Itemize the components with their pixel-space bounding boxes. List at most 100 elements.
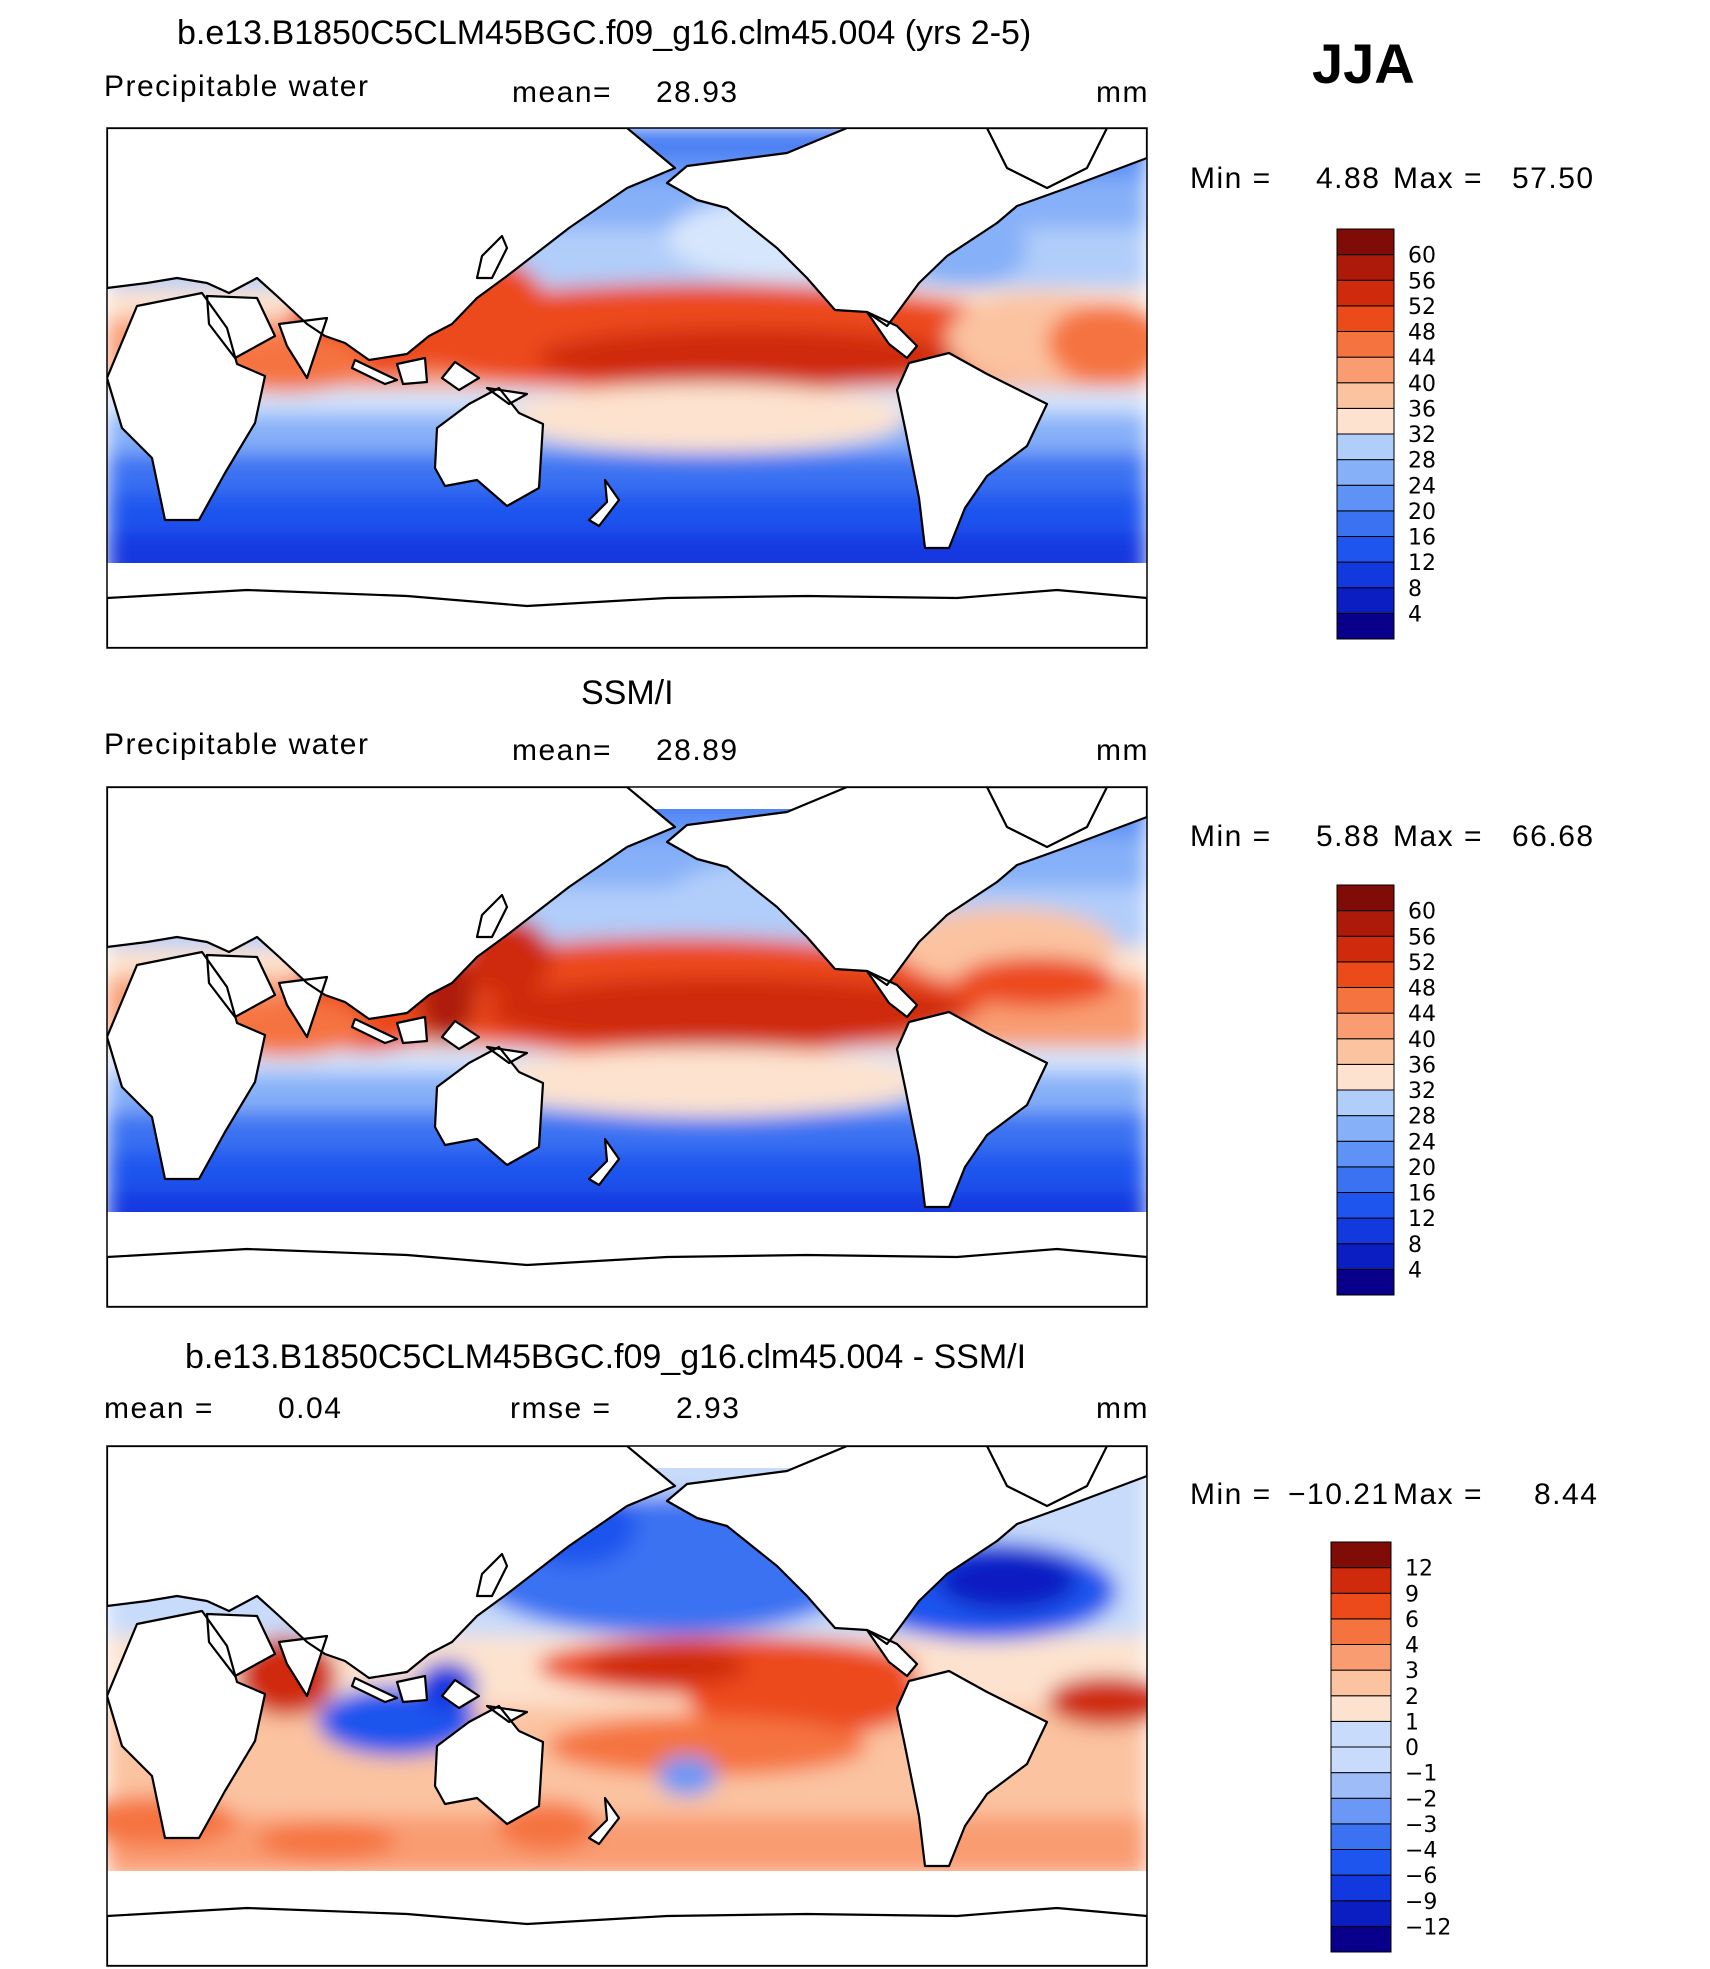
panel1-variable-label: Precipitable water	[104, 70, 370, 103]
colorbar-1-tick-label: 48	[1408, 321, 1436, 346]
colorbar-3-tick-label: 4	[1405, 1634, 1419, 1659]
colorbar-1-tick-label: 36	[1408, 397, 1436, 422]
colorbar-2-box	[1336, 1140, 1395, 1168]
colorbar-1-box	[1336, 587, 1395, 614]
panel2-max-label: Max =	[1393, 820, 1484, 853]
field-layer-3	[107, 1446, 1147, 1966]
colorbar-3-tick-label: 12	[1405, 1557, 1433, 1582]
panel1-mean-label: mean=	[512, 76, 613, 109]
colorbar-3-box	[1330, 1874, 1392, 1902]
colorbar-2-tick-label: 28	[1408, 1105, 1436, 1130]
colorbar-3-box	[1330, 1592, 1392, 1620]
colorbar-2-box	[1336, 1038, 1395, 1065]
map-frame-3	[106, 1445, 1148, 1967]
colorbar-3-tick-label: 6	[1405, 1608, 1419, 1633]
colorbar-2-box	[1336, 987, 1395, 1014]
colorbar-2-tick-label: 36	[1408, 1053, 1436, 1078]
colorbar-1-box	[1336, 228, 1395, 256]
panel1-min-value: 4.88	[1316, 162, 1381, 195]
panel3-rmse-label: rmse =	[510, 1392, 612, 1425]
colorbar-2-box	[1336, 1115, 1395, 1142]
colorbar-3-box	[1330, 1541, 1392, 1569]
colorbar-2-box	[1336, 935, 1395, 963]
colorbar-2-tick-label: 20	[1408, 1156, 1436, 1181]
colorbar-2-tick-label: 8	[1408, 1233, 1422, 1258]
panel2-min-value: 5.88	[1316, 820, 1381, 853]
colorbar-3-box	[1330, 1746, 1392, 1774]
panel3-mean-label: mean =	[104, 1392, 214, 1425]
colorbar-3-tick-label: 9	[1405, 1582, 1419, 1607]
field-layer-2	[107, 787, 1147, 1307]
colorbar-1-tick-label: 16	[1408, 526, 1436, 551]
panel1-max-label: Max =	[1393, 162, 1484, 195]
colorbar-3-tick-label: −4	[1405, 1839, 1437, 1864]
colorbar-3-box	[1330, 1567, 1392, 1594]
colorbar-2-tick-label: 12	[1408, 1207, 1436, 1232]
colorbar-3-box	[1330, 1618, 1392, 1645]
colorbar-2-box	[1336, 1166, 1395, 1193]
colorbar-1-box	[1336, 382, 1395, 409]
map-panel-2	[106, 786, 1148, 1308]
colorbar-3-tick-label: −1	[1405, 1762, 1437, 1787]
colorbar-1-box	[1336, 356, 1395, 384]
panel3-max-label: Max =	[1393, 1478, 1484, 1511]
colorbar-2-tick-label: 24	[1408, 1130, 1436, 1155]
map-panel-3	[106, 1445, 1148, 1967]
panel1-max-value: 57.50	[1512, 162, 1595, 195]
colorbar-1-box	[1336, 510, 1395, 537]
panel2-max-value: 66.68	[1512, 820, 1595, 853]
panel1-title: b.e13.B1850C5CLM45BGC.f09_g16.clm45.004 …	[177, 14, 1032, 52]
colorbar-3-box	[1330, 1669, 1392, 1697]
panel2-title: SSM/I	[581, 674, 674, 712]
colorbar-2-tick-label: 32	[1408, 1079, 1436, 1104]
panel3-min-value: −10.21	[1288, 1478, 1390, 1511]
panel3-mean-value: 0.04	[278, 1392, 343, 1425]
colorbar-2-box	[1336, 961, 1395, 988]
colorbar-1-box	[1336, 561, 1395, 589]
colorbar-3-tick-label: −2	[1405, 1787, 1437, 1812]
colorbar-1-box	[1336, 254, 1395, 281]
colorbar-1-tick-label: 60	[1408, 244, 1436, 269]
colorbar-3-box	[1330, 1644, 1392, 1671]
colorbar-1-tick-label: 56	[1408, 269, 1436, 294]
colorbar-3-tick-label: −6	[1405, 1864, 1437, 1889]
colorbar-1-tick-label: 52	[1408, 295, 1436, 320]
colorbar-2-tick-label: 56	[1408, 925, 1436, 950]
colorbar-1-box	[1336, 305, 1395, 332]
panel3-rmse-value: 2.93	[676, 1392, 741, 1425]
colorbar-3-tick-label: −9	[1405, 1890, 1437, 1915]
colorbar-2-box	[1336, 1243, 1395, 1270]
colorbar-2-box	[1336, 1217, 1395, 1245]
colorbar-1-box	[1336, 459, 1395, 486]
season-label: JJA	[1312, 32, 1415, 95]
colorbar-2-box	[1336, 910, 1395, 937]
panel1-units: mm	[1096, 76, 1149, 109]
colorbar-3-box	[1330, 1695, 1392, 1722]
colorbar-3-box	[1330, 1720, 1392, 1748]
colorbar-3-tick-label: 0	[1405, 1736, 1419, 1761]
colorbar-1-box	[1336, 612, 1395, 640]
colorbar-3-box	[1330, 1823, 1392, 1850]
colorbar-1-tick-label: 44	[1408, 346, 1436, 371]
colorbar-1-tick-label: 32	[1408, 423, 1436, 448]
colorbar-1-tick-label: 28	[1408, 449, 1436, 474]
colorbar-1-tick-label: 12	[1408, 551, 1436, 576]
panel1-mean-value: 28.93	[656, 76, 739, 109]
panel3-title: b.e13.B1850C5CLM45BGC.f09_g16.clm45.004 …	[185, 1338, 1027, 1376]
map-frame-2	[106, 786, 1148, 1308]
colorbar-1-box	[1336, 433, 1395, 461]
colorbar-1-box	[1336, 407, 1395, 435]
colorbar-2-tick-label: 52	[1408, 951, 1436, 976]
colorbar-2-box	[1336, 1063, 1395, 1091]
colorbar-2-tick-label: 40	[1408, 1028, 1436, 1053]
panel1-min-label: Min =	[1190, 162, 1272, 195]
colorbar-2-tick-label: 44	[1408, 1002, 1436, 1027]
colorbar-3-tick-label: −3	[1405, 1813, 1437, 1838]
map-frame-1	[106, 127, 1148, 649]
colorbar-3-tick-label: 2	[1405, 1685, 1419, 1710]
map-panel-1	[106, 127, 1148, 649]
colorbar-3-box	[1330, 1772, 1392, 1799]
panel2-variable-label: Precipitable water	[104, 728, 370, 761]
